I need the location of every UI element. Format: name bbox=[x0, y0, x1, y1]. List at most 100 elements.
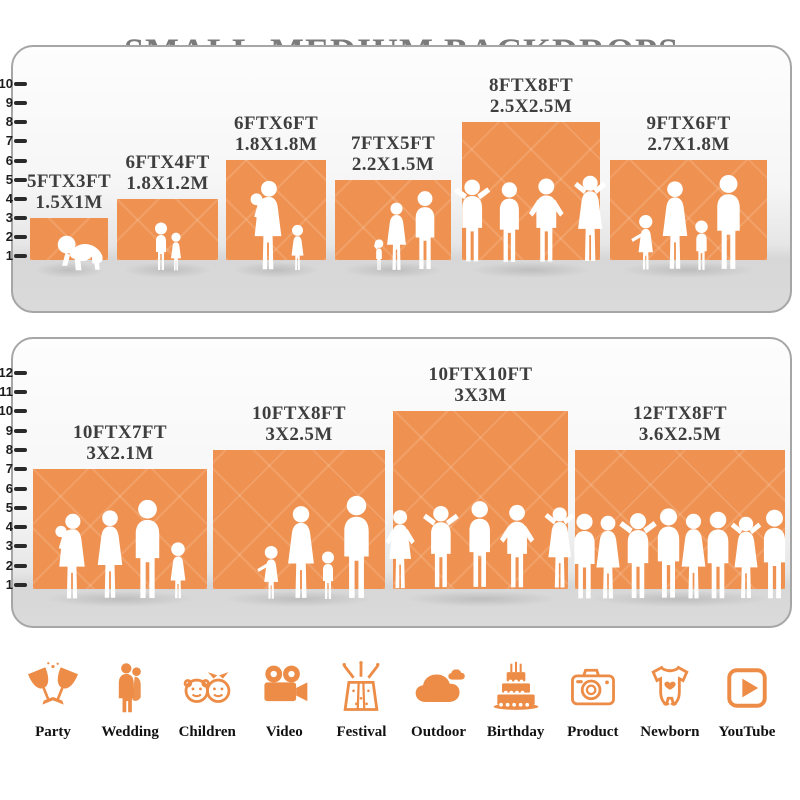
ruler-label-2: 2 bbox=[5, 228, 13, 244]
size-meters: 3.6X2.5M bbox=[638, 424, 722, 445]
size-feet: 5FTX3FT bbox=[26, 171, 112, 192]
people-shadow bbox=[123, 262, 212, 278]
category-label: Party bbox=[35, 724, 71, 740]
category-festival: Festival bbox=[324, 660, 398, 741]
category-label: YouTube bbox=[718, 724, 776, 740]
person-silhouette-manHips bbox=[500, 504, 535, 588]
ruler-label-6: 6 bbox=[5, 152, 13, 168]
backdrop-size-label: 7FTX5FT 2.2X1.5M bbox=[283, 133, 503, 175]
ruler-label-9: 9 bbox=[5, 422, 13, 438]
size-meters: 3X2.1M bbox=[86, 443, 154, 464]
wedding-icon bbox=[118, 663, 141, 713]
people-shadow bbox=[470, 262, 591, 278]
festival-icon bbox=[342, 661, 380, 711]
person-silhouette-manHips bbox=[529, 178, 564, 262]
person-silhouette-manUp bbox=[619, 513, 657, 598]
ruler-label-8: 8 bbox=[5, 114, 13, 130]
ruler-label-12: 12 bbox=[0, 364, 13, 380]
people-shadow bbox=[223, 591, 374, 607]
people-group bbox=[21, 411, 219, 601]
ruler-tick-4 bbox=[14, 525, 27, 530]
person-silhouette-woman bbox=[662, 181, 687, 269]
people-group bbox=[381, 411, 580, 601]
size-meters: 1.8X1.2M bbox=[126, 173, 209, 194]
backdrop-rect-8ftx8ft bbox=[462, 122, 600, 260]
ruler-tick-1 bbox=[14, 583, 27, 587]
category-label: Festival bbox=[336, 724, 387, 740]
person-silhouette-girlWave bbox=[630, 215, 653, 270]
person-silhouette-man bbox=[707, 511, 729, 599]
ruler-tick-9 bbox=[14, 428, 27, 433]
category-youtube: YouTube bbox=[710, 660, 784, 741]
person-silhouette-woman bbox=[386, 202, 406, 270]
category-party: Party bbox=[16, 660, 90, 741]
people-shadow bbox=[35, 262, 104, 278]
people-group bbox=[450, 82, 612, 272]
ruler-label-4: 4 bbox=[5, 190, 13, 206]
backdrop-size-label: 12FTX8FT 3.6X2.5M bbox=[570, 403, 790, 445]
backdrop-size-label: 9FTX6FT 2.7X1.8M bbox=[579, 113, 799, 155]
people-shadow bbox=[342, 262, 444, 278]
people-group bbox=[563, 411, 797, 601]
person-silhouette-girl bbox=[170, 232, 181, 271]
people-group bbox=[105, 82, 230, 272]
ruler-tick-8 bbox=[14, 447, 27, 452]
birthday-icon bbox=[493, 661, 539, 710]
person-silhouette-woman bbox=[596, 515, 620, 599]
backdrop-size-label: 10FTX7FT 3X2.1M bbox=[10, 422, 230, 464]
size-feet: 12FTX8FT bbox=[633, 403, 727, 424]
people-group bbox=[219, 411, 415, 601]
person-silhouette-woman bbox=[288, 506, 314, 598]
person-silhouette-man bbox=[500, 182, 520, 262]
backdrop-rect-10ftx10ft bbox=[393, 411, 568, 589]
ruler-label-3: 3 bbox=[5, 209, 13, 225]
category-birthday: Birthday bbox=[479, 660, 553, 741]
youtube-icon bbox=[727, 668, 767, 708]
category-outdoor: Outdoor bbox=[402, 660, 476, 741]
person-silhouette-girl bbox=[291, 224, 303, 270]
size-feet: 10FTX8FT bbox=[252, 403, 346, 424]
backdrop-size-label: 6FTX4FT 1.8X1.2M bbox=[58, 152, 278, 194]
ruler-tick-3 bbox=[14, 215, 27, 220]
backdrop-size-label: 5FTX3FT 1.5X1M bbox=[0, 171, 179, 213]
newborn-icon bbox=[651, 665, 689, 706]
person-silhouette-man bbox=[716, 174, 740, 269]
ruler-tick-7 bbox=[14, 139, 27, 144]
size-meters: 3X3M bbox=[454, 385, 507, 406]
size-feet: 10FTX10FT bbox=[428, 364, 533, 385]
category-icons-row: Party Wedding Children Video Festival Outdoor… bbox=[0, 660, 800, 770]
size-feet: 10FTX7FT bbox=[73, 422, 167, 443]
ruler-tick-2 bbox=[14, 563, 27, 568]
person-silhouette-man bbox=[657, 508, 680, 598]
size-meters: 2.5X2.5M bbox=[489, 96, 573, 117]
size-meters: 2.2X1.5M bbox=[351, 154, 435, 175]
person-silhouette-man bbox=[415, 191, 434, 270]
backdrop-rect-6ftx4ft bbox=[117, 199, 218, 260]
person-silhouette-man bbox=[469, 501, 490, 587]
people-shadow bbox=[404, 591, 558, 607]
category-children: Children bbox=[170, 660, 244, 741]
ruler-label-11: 11 bbox=[0, 384, 13, 399]
person-silhouette-man bbox=[135, 499, 159, 598]
category-label: Product bbox=[567, 724, 619, 740]
person-silhouette-womanUp bbox=[730, 516, 762, 599]
ruler-tick-9 bbox=[14, 101, 27, 106]
ruler-label-1: 1 bbox=[5, 577, 13, 592]
category-newborn: Newborn bbox=[633, 660, 707, 741]
person-silhouette-mother bbox=[54, 513, 85, 599]
ruler-label-10: 10 bbox=[0, 76, 13, 92]
size-feet: 9FTX6FT bbox=[646, 113, 731, 134]
ruler-tick-6 bbox=[14, 158, 27, 163]
person-silhouette-womanHips bbox=[385, 510, 415, 589]
category-label: Birthday bbox=[486, 724, 545, 740]
person-silhouette-baby bbox=[57, 235, 103, 271]
backdrop-size-label: 6FTX6FT 1.8X1.8M bbox=[166, 113, 386, 155]
person-silhouette-manUp bbox=[454, 179, 491, 262]
video-icon bbox=[264, 665, 308, 702]
backdrop-size-label: 8FTX8FT 2.5X2.5M bbox=[421, 75, 641, 117]
ruler-tick-4 bbox=[14, 196, 27, 201]
category-video: Video bbox=[247, 660, 321, 741]
person-silhouette-boy bbox=[154, 222, 167, 270]
ruler-label-6: 6 bbox=[5, 480, 13, 496]
person-silhouette-womanUp bbox=[544, 507, 575, 588]
